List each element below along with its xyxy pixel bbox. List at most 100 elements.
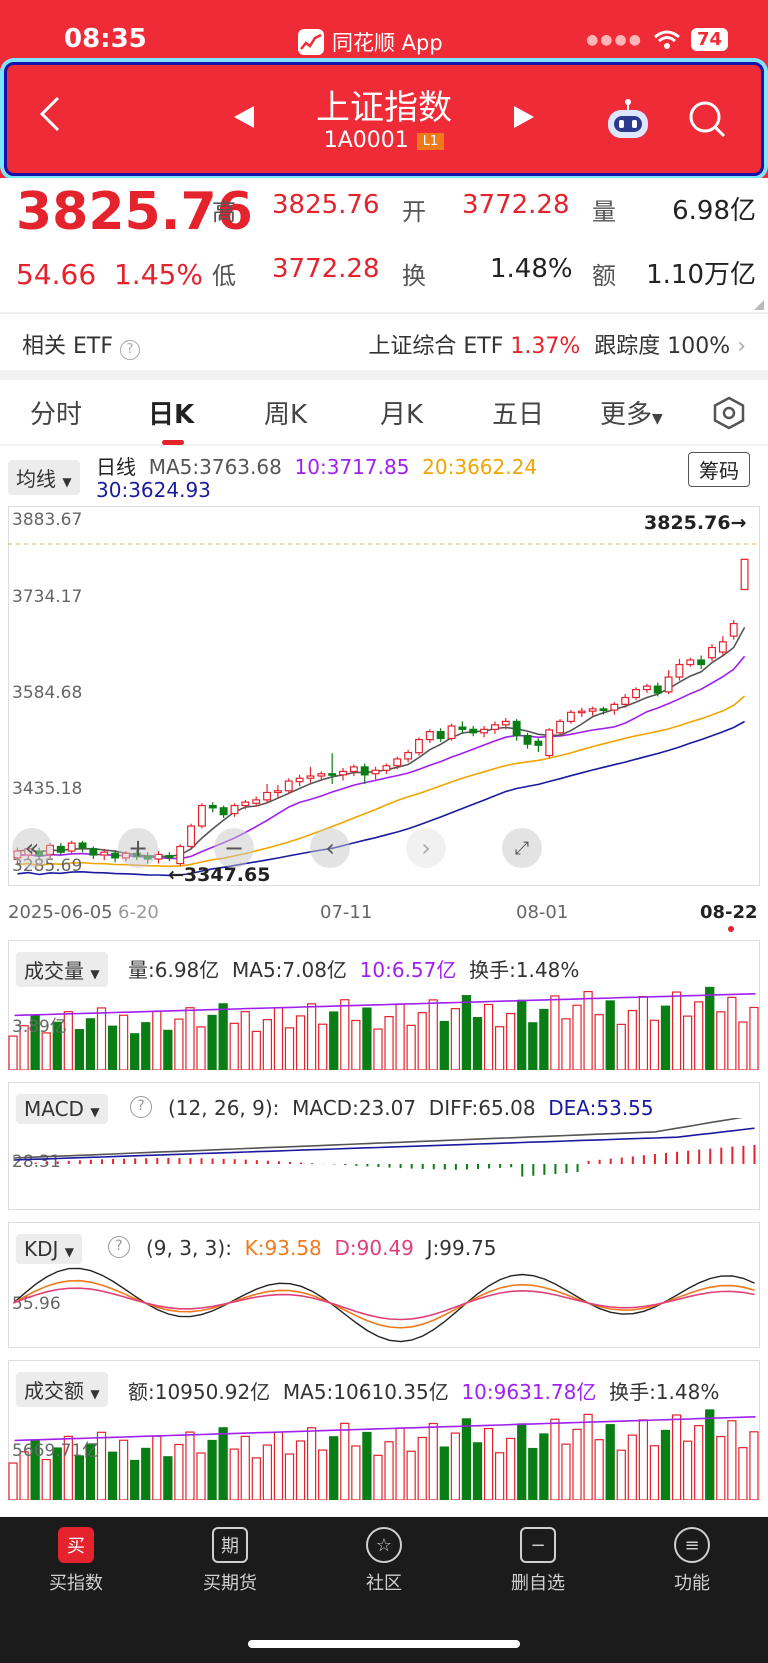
nav-functions[interactable]: ≡ 功能 <box>632 1527 752 1595</box>
volume-bar-ma <box>14 993 756 1017</box>
volume-bar <box>107 1025 118 1070</box>
chevron-right-icon: › <box>737 334 746 359</box>
zoom-out-button[interactable]: − <box>214 828 254 868</box>
kdj-chart <box>13 1267 755 1343</box>
amount-bar <box>295 1440 306 1500</box>
volume-bar <box>196 1026 206 1070</box>
amount-selector[interactable]: 成交额 ▼ <box>16 1372 108 1407</box>
back-button[interactable] <box>36 94 64 138</box>
scroll-right-button[interactable]: › <box>406 828 446 868</box>
turnover-label: 换 <box>402 262 426 290</box>
volume-bar <box>671 991 682 1070</box>
nav-buy-index[interactable]: 买 买指数 <box>16 1527 136 1595</box>
help-icon[interactable]: ? <box>130 1096 152 1118</box>
candle <box>339 768 347 781</box>
low-value: 3772.28 <box>272 254 380 284</box>
low-label: 低 <box>212 262 236 290</box>
tab-weekly-k[interactable]: 周K <box>264 400 308 430</box>
amount-bar <box>152 1435 162 1500</box>
open-value: 3772.28 <box>462 190 570 220</box>
volume-bar <box>749 1006 759 1070</box>
stock-code-text: 1A0001 <box>323 128 409 153</box>
etf-info: 上证综合 ETF 1.37% 跟踪度 100% › <box>368 328 746 360</box>
candle <box>697 655 706 670</box>
candle <box>230 803 239 817</box>
next-stock-button[interactable] <box>512 104 536 134</box>
kdj-selector[interactable]: KDJ ▼ <box>16 1234 83 1264</box>
tab-intraday[interactable]: 分时 <box>30 400 83 430</box>
amount-bar <box>749 1431 759 1500</box>
zoom-in-button[interactable]: + <box>118 828 158 868</box>
nav-buy-futures[interactable]: 期 买期货 <box>170 1527 290 1595</box>
nav-remove-watchlist[interactable]: − 删自选 <box>478 1527 598 1595</box>
candle <box>621 694 630 708</box>
amount-bar <box>439 1446 449 1500</box>
tab-daily-k[interactable]: 日K <box>148 400 195 430</box>
volume-bar <box>406 1024 416 1070</box>
volume-bar <box>207 1014 217 1070</box>
volume-bar <box>174 1018 184 1070</box>
caret-down-icon: ▼ <box>90 1105 100 1119</box>
candle <box>100 848 109 861</box>
candle <box>556 719 565 736</box>
candle <box>404 749 413 763</box>
robot-assistant-button[interactable] <box>604 96 652 144</box>
chips-button[interactable]: 筹码 <box>688 452 750 487</box>
volume-bar <box>428 999 438 1070</box>
volume-bar <box>185 1007 195 1070</box>
latest-dot <box>728 926 734 932</box>
nav-community-label: 社区 <box>366 1573 402 1594</box>
amount-bar <box>218 1427 228 1500</box>
candle <box>360 763 369 784</box>
tab-five-day[interactable]: 五日 <box>492 400 545 430</box>
volume-bar <box>539 1008 549 1070</box>
header-highlight-frame <box>4 62 764 176</box>
scroll-far-left-button[interactable]: « <box>12 828 52 868</box>
candle <box>436 728 445 742</box>
amount-bar <box>19 1451 29 1500</box>
search-icon <box>689 101 726 138</box>
amount-bar <box>395 1427 405 1500</box>
candle <box>490 721 499 734</box>
amount-ma10: 10:9631.78亿 <box>461 1380 597 1404</box>
indicator-selector[interactable]: 均线 ▼ <box>8 460 80 495</box>
change-value: 54.66 <box>16 258 97 291</box>
candle <box>89 846 98 860</box>
volume-bar <box>506 1012 516 1070</box>
search-button[interactable] <box>686 98 728 144</box>
amount-bar <box>229 1448 239 1500</box>
macd-selector[interactable]: MACD ▼ <box>16 1094 108 1124</box>
candle <box>176 844 185 866</box>
volume-bar <box>738 1021 748 1070</box>
expand-corner-icon[interactable] <box>754 300 764 310</box>
volume-selector[interactable]: 成交量 ▼ <box>16 952 108 987</box>
page-title: 上证指数 <box>316 88 452 128</box>
prev-stock-button[interactable] <box>232 104 256 134</box>
nav-community[interactable]: ☆ 社区 <box>324 1527 444 1595</box>
amount-bar <box>583 1413 593 1500</box>
chart-settings-button[interactable] <box>712 396 746 434</box>
volume-bar <box>340 999 350 1070</box>
caret-down-icon: ▼ <box>90 1387 100 1401</box>
fullscreen-button[interactable]: ⤢ <box>502 828 542 868</box>
amount-bar <box>196 1452 206 1500</box>
candlestick-chart[interactable] <box>8 506 760 886</box>
help-icon[interactable]: ? <box>108 1236 130 1258</box>
candle <box>729 620 738 640</box>
amount-bar <box>550 1418 560 1500</box>
amount-bar <box>130 1459 140 1500</box>
volume-bar <box>373 1028 383 1070</box>
help-icon[interactable]: ? <box>120 340 140 360</box>
kdj-d-line <box>13 1287 755 1321</box>
scroll-left-button[interactable]: ‹ <box>310 828 350 868</box>
candle <box>349 764 358 776</box>
volume-bar <box>494 1026 505 1070</box>
tab-more[interactable]: 更多▼ <box>600 394 663 431</box>
hexagon-settings-icon <box>713 396 745 430</box>
tab-monthly-k[interactable]: 月K <box>380 400 424 430</box>
chevron-right-icon: › <box>421 834 431 862</box>
candle <box>197 803 206 829</box>
amount-bar <box>472 1442 483 1500</box>
amount-bar <box>85 1443 96 1500</box>
candle <box>306 766 315 783</box>
